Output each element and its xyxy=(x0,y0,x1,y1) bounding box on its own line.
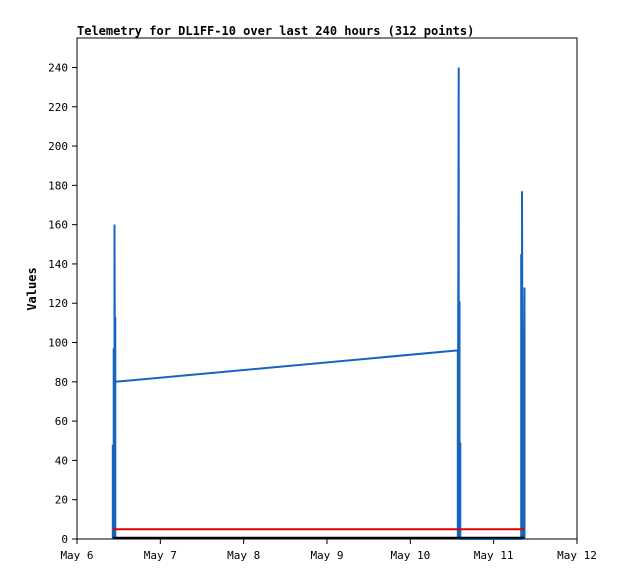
x-tick-label: May 9 xyxy=(310,549,343,562)
y-tick-label: 240 xyxy=(48,61,68,74)
x-tick-label: May 7 xyxy=(144,549,177,562)
y-tick-label: 0 xyxy=(61,533,68,546)
y-tick-label: 220 xyxy=(48,101,68,114)
y-tick-label: 40 xyxy=(55,454,68,467)
series-line-1 xyxy=(111,67,526,540)
series-layer xyxy=(111,67,526,540)
x-tick-label: May 10 xyxy=(390,549,430,562)
y-tick-label: 120 xyxy=(48,297,68,310)
x-axis: May 6 May 7 May 8 May 9 May 10 May 11 May 12 xyxy=(60,539,597,562)
y-axis: 0 20 40 60 80 100 120 140 160 180 200 220 240 xyxy=(48,61,77,546)
y-tick-label: 20 xyxy=(55,494,68,507)
x-tick-label: May 12 xyxy=(557,549,597,562)
y-axis-label: Values xyxy=(25,267,39,310)
x-tick-label: May 11 xyxy=(474,549,514,562)
chart-title: Telemetry for DL1FF-10 over last 240 hou… xyxy=(77,24,474,38)
y-tick-label: 180 xyxy=(48,179,68,192)
y-tick-label: 100 xyxy=(48,337,68,350)
y-tick-label: 60 xyxy=(55,415,68,428)
plot-area-frame xyxy=(76,37,578,540)
y-tick-label: 140 xyxy=(48,258,68,271)
y-tick-label: 160 xyxy=(48,219,68,232)
y-tick-label: 80 xyxy=(55,376,68,389)
x-tick-label: May 8 xyxy=(227,549,260,562)
x-tick-label: May 6 xyxy=(60,549,93,562)
y-tick-label: 200 xyxy=(48,140,68,153)
